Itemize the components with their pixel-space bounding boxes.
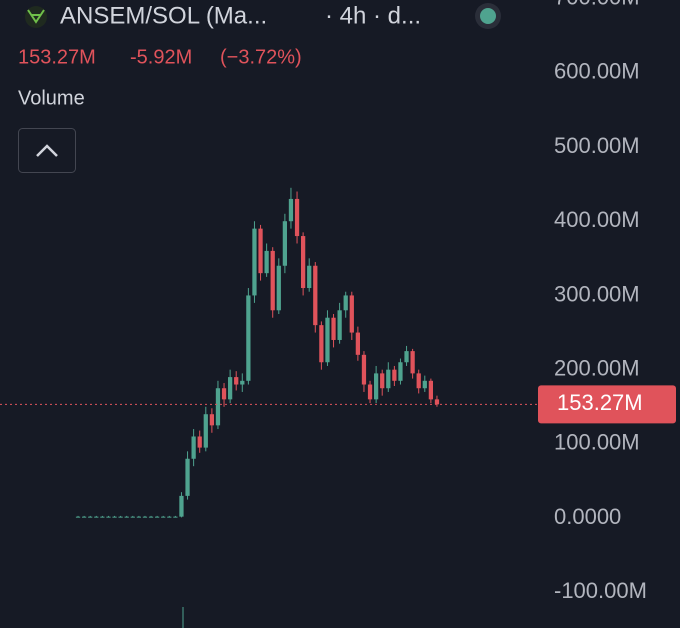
candle-body [130, 516, 135, 518]
candle-body [75, 516, 81, 518]
candle-body [355, 332, 361, 355]
candle-body [343, 295, 348, 311]
candle-body [313, 265, 318, 326]
candle-body [270, 250, 275, 311]
price: 153.27M [18, 46, 96, 68]
candle-body [167, 516, 172, 518]
candle-body [179, 495, 184, 517]
candle-body [252, 228, 257, 296]
y-tick-label: 100.00M [554, 430, 640, 455]
candle-body [349, 295, 354, 333]
candle-body [240, 380, 245, 385]
last-price-label: 153.27M [557, 390, 643, 415]
candle-body [209, 414, 215, 426]
candle-body [197, 436, 202, 448]
candle-body [227, 377, 233, 400]
candle-body [434, 399, 440, 405]
candle-body [294, 198, 300, 237]
candle-body [331, 317, 336, 340]
candle-body [410, 351, 415, 374]
candle-body [94, 516, 99, 518]
candle-body [106, 516, 111, 518]
collapse-button[interactable] [18, 128, 76, 173]
candle-body [203, 414, 208, 448]
candle-body [191, 436, 196, 459]
candle-body [392, 369, 397, 381]
candle-body [288, 198, 294, 222]
candle-body [88, 516, 93, 518]
volume-label: Volume [18, 87, 85, 109]
candle-body [185, 458, 190, 496]
candle-body [422, 380, 427, 389]
candle-body [258, 228, 263, 274]
y-tick-label: 700.00M [554, 0, 640, 9]
candle-body [307, 265, 312, 289]
candle-body [142, 516, 148, 518]
y-tick-label: -100.00M [554, 578, 647, 603]
candle-body [118, 516, 123, 518]
candle-body [373, 373, 379, 400]
candle-body [380, 373, 385, 389]
y-tick-label: 600.00M [554, 59, 640, 84]
last-price-box [538, 385, 676, 424]
token-icon [25, 6, 47, 28]
change: -5.92M [130, 46, 192, 68]
y-tick-label: 0.0000 [554, 504, 621, 529]
candle-body [221, 388, 227, 400]
interval: · 4h · d... [325, 2, 421, 29]
candle-body [398, 362, 403, 381]
candle-body [81, 516, 87, 518]
candle-body [319, 325, 324, 363]
candle-body [246, 295, 251, 381]
y-tick-label: 200.00M [554, 355, 640, 380]
candle-body [367, 384, 373, 400]
candle-body [300, 236, 306, 289]
candle-body [404, 351, 409, 363]
y-tick-label: 500.00M [554, 133, 640, 158]
candle-body [161, 516, 166, 518]
candle-body [325, 317, 330, 363]
candle-body [124, 516, 129, 518]
candle-body [428, 380, 434, 400]
status-dot [480, 8, 496, 24]
candle-body [416, 373, 421, 389]
candle-body [337, 310, 342, 340]
change-pct: (−3.72%) [220, 46, 302, 68]
candle-body [386, 369, 391, 389]
candle-body [276, 265, 281, 311]
candle-body [264, 250, 269, 274]
candle-body [136, 516, 142, 518]
candle-body [100, 516, 105, 518]
candle-body [154, 516, 160, 518]
candle-body [282, 221, 288, 266]
candle-body [148, 516, 154, 518]
pair-title: ANSEM/SOL (Ma... [60, 2, 267, 29]
y-tick-label: 400.00M [554, 207, 640, 232]
candle-body [112, 516, 117, 518]
y-tick-label: 300.00M [554, 281, 640, 306]
candle-body [361, 354, 367, 385]
candle-body [173, 516, 178, 518]
candle-body [234, 377, 239, 385]
candle-body [215, 388, 221, 426]
